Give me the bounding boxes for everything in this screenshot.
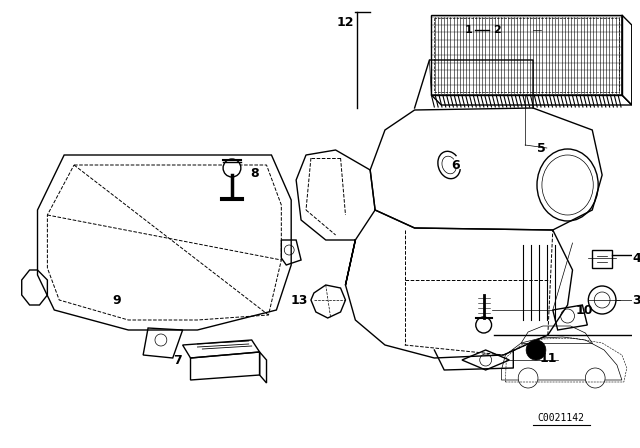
Circle shape xyxy=(526,340,546,360)
Text: 5: 5 xyxy=(536,142,545,155)
Circle shape xyxy=(518,368,538,388)
Text: 11: 11 xyxy=(539,352,557,365)
Text: 8: 8 xyxy=(250,167,259,180)
Text: 7: 7 xyxy=(173,353,182,366)
Circle shape xyxy=(223,159,241,177)
Circle shape xyxy=(476,317,492,333)
Circle shape xyxy=(586,368,605,388)
Text: 13: 13 xyxy=(291,293,308,306)
Text: 9: 9 xyxy=(112,293,121,306)
Text: 2: 2 xyxy=(493,25,500,35)
Text: 3: 3 xyxy=(632,293,640,306)
Circle shape xyxy=(588,286,616,314)
Text: 6: 6 xyxy=(452,159,460,172)
Text: 4: 4 xyxy=(632,251,640,264)
Text: 12: 12 xyxy=(337,16,354,29)
Text: C0021142: C0021142 xyxy=(537,413,584,423)
Text: 1: 1 xyxy=(465,25,473,35)
Text: 10: 10 xyxy=(575,303,593,316)
